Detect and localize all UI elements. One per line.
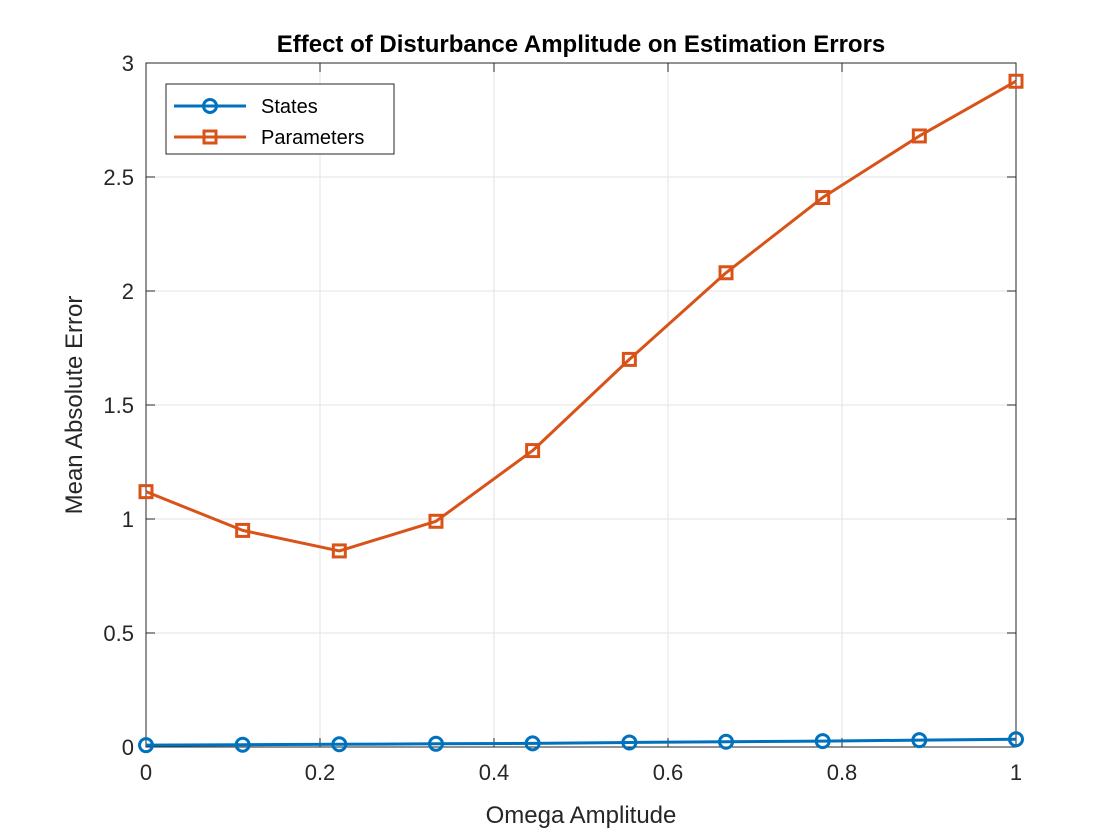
series-line-states <box>145 737 1017 747</box>
data-point-parameters <box>815 190 831 206</box>
data-point-parameters <box>428 513 444 529</box>
x-tick-label: 0 <box>140 760 152 785</box>
x-tick-label: 0.4 <box>479 760 510 785</box>
y-tick-label: 0 <box>122 735 134 760</box>
data-point-states <box>911 732 928 749</box>
data-point-states <box>427 735 444 752</box>
x-tick-label: 0.2 <box>305 760 336 785</box>
series-layer <box>138 73 1024 754</box>
y-tick-label: 2 <box>122 279 134 304</box>
data-point-states <box>814 733 831 750</box>
ticks: 0 0.2 0.4 0.6 0.8 1 0 0.5 1 1.5 2 2.5 3 <box>103 51 1022 785</box>
y-tick-label: 2.5 <box>103 165 134 190</box>
x-tick-label: 0.6 <box>653 760 684 785</box>
data-point-parameters <box>235 522 251 538</box>
data-point-parameters <box>1008 73 1024 89</box>
data-point-parameters <box>718 265 734 281</box>
legend: States Parameters <box>165 83 395 155</box>
series-parameters <box>138 73 1024 559</box>
x-tick-label: 1 <box>1010 760 1022 785</box>
y-tick-label: 3 <box>122 51 134 76</box>
chart-title: Effect of Disturbance Amplitude on Estim… <box>277 31 886 58</box>
x-axis-label: Omega Amplitude <box>486 802 677 829</box>
data-point-states <box>234 736 251 753</box>
data-point-states <box>1008 731 1024 748</box>
data-point-states <box>331 736 348 753</box>
series-states <box>138 731 1024 754</box>
legend-parameters-marker <box>202 129 218 145</box>
data-point-parameters <box>911 128 927 144</box>
data-point-parameters <box>331 543 347 559</box>
data-point-states <box>138 737 154 754</box>
y-tick-label: 0.5 <box>103 621 134 646</box>
data-point-states <box>718 733 735 750</box>
x-tick-label: 0.8 <box>827 760 858 785</box>
data-point-states <box>621 734 638 751</box>
y-tick-label: 1 <box>122 507 134 532</box>
data-point-parameters <box>138 484 154 500</box>
y-axis-label: Mean Absolute Error <box>61 296 88 515</box>
legend-states-label: States <box>261 96 318 118</box>
legend-parameters-label: Parameters <box>261 127 364 149</box>
data-point-states <box>524 735 541 752</box>
legend-states-marker <box>202 98 218 114</box>
y-tick-label: 1.5 <box>103 393 134 418</box>
series-line-parameters <box>145 79 1017 553</box>
data-point-parameters <box>621 351 637 367</box>
data-point-parameters <box>525 443 541 459</box>
